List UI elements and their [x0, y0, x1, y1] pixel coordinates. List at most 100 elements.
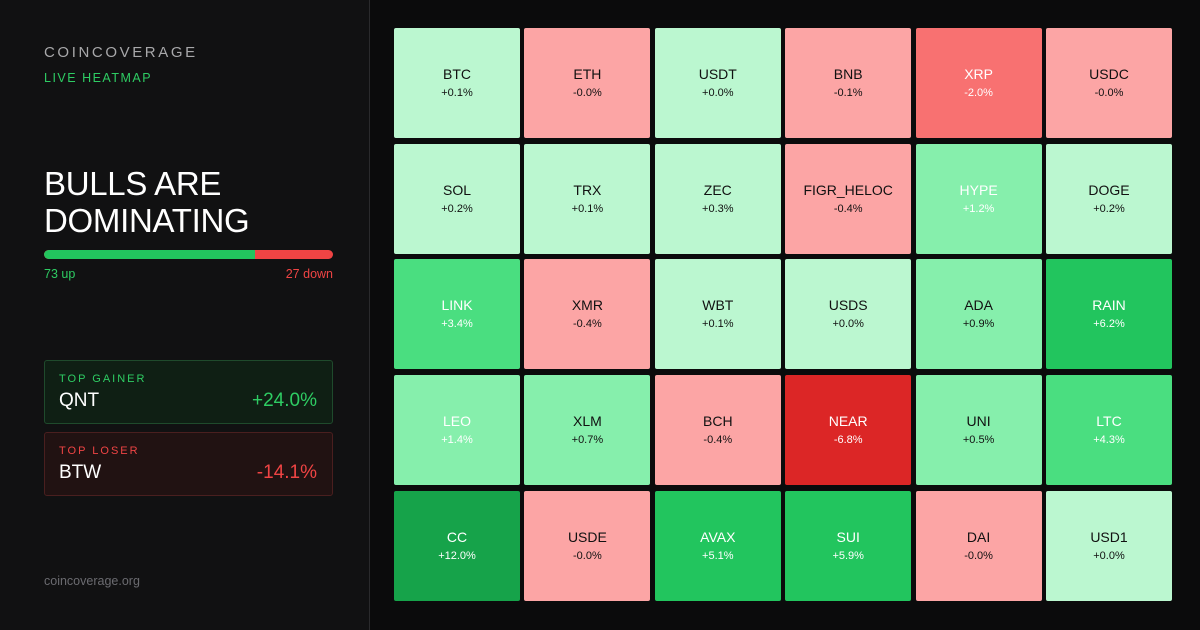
tile-symbol: RAIN	[1092, 297, 1126, 314]
heatmap-tile-ltc[interactable]: LTC +4.3%	[1046, 375, 1172, 486]
top-loser-card[interactable]: TOP LOSER BTW -14.1%	[44, 432, 333, 496]
tile-change: +0.2%	[441, 202, 473, 215]
tile-symbol: USDS	[828, 297, 868, 314]
top-gainer-symbol: QNT	[59, 390, 100, 411]
heatmap-tile-avax[interactable]: AVAX +5.1%	[654, 490, 781, 601]
heatmap-tile-leo[interactable]: LEO +1.4%	[394, 375, 520, 486]
tile-symbol: BNB	[833, 66, 863, 82]
heatmap-tile-bnb[interactable]: BNB -0.1%	[785, 28, 912, 138]
tile-change: +0.0%	[1093, 549, 1125, 562]
tile-symbol: USDT	[698, 66, 737, 82]
heatmap-tile-uni[interactable]: UNI +0.5%	[915, 375, 1042, 486]
tile-symbol: UNI	[966, 413, 991, 430]
tile-symbol: HYPE	[959, 181, 998, 198]
top-loser-symbol: BTW	[59, 462, 102, 483]
tile-change: -0.0%	[573, 87, 602, 99]
tile-change: -0.0%	[964, 549, 993, 562]
tile-symbol: DOGE	[1088, 181, 1130, 198]
tile-symbol: XLM	[572, 413, 602, 430]
heatmap-tile-link[interactable]: LINK +3.4%	[394, 259, 520, 370]
tile-change: -6.8%	[833, 434, 863, 447]
heatmap-tile-cc[interactable]: CC +12.0%	[394, 490, 520, 601]
heatmap-tile-hype[interactable]: HYPE +1.2%	[915, 143, 1042, 254]
heatmap-tile-bch[interactable]: BCH -0.4%	[654, 375, 781, 486]
heatmap-tile-usde[interactable]: USDE -0.0%	[524, 490, 651, 601]
tile-symbol: CC	[446, 528, 468, 545]
heatmap-tile-rain[interactable]: RAIN +6.2%	[1046, 259, 1172, 370]
page-subtitle: LIVE HEATMAP	[44, 71, 153, 85]
tile-change: -0.0%	[573, 549, 602, 562]
top-gainer-change: +24.0%	[252, 390, 317, 411]
heatmap-tile-trx[interactable]: TRX +0.1%	[524, 143, 651, 254]
tile-change: +0.9%	[962, 318, 995, 331]
tile-symbol: USD1	[1090, 528, 1128, 545]
tile-symbol: ADA	[964, 297, 993, 314]
heatmap-tile-btc[interactable]: BTC +0.1%	[394, 28, 520, 138]
tile-change: +6.2%	[1093, 318, 1125, 331]
tile-symbol: SOL	[442, 181, 471, 198]
tile-symbol: LEO	[442, 413, 471, 430]
brand-name: COINCOVERAGE	[44, 44, 198, 61]
heatmap-tile-figr-heloc[interactable]: FIGR_HELOC -0.4%	[785, 143, 912, 254]
tile-symbol: ZEC	[703, 181, 732, 198]
tile-symbol: WBT	[702, 297, 734, 314]
heatmap-tile-eth[interactable]: ETH -0.0%	[524, 28, 651, 138]
tile-change: +1.4%	[441, 434, 473, 447]
tile-change: +1.2%	[962, 202, 995, 215]
tile-symbol: BCH	[703, 413, 733, 430]
footer-domain: coincoverage.org	[44, 574, 140, 588]
tile-change: +0.1%	[571, 202, 604, 215]
top-loser-label: TOP LOSER	[59, 445, 140, 457]
tile-change: -0.1%	[833, 87, 863, 99]
tile-symbol: LINK	[441, 297, 473, 314]
heatmap-tile-usds[interactable]: USDS +0.0%	[785, 259, 912, 370]
heatmap-tile-doge[interactable]: DOGE +0.2%	[1046, 143, 1172, 254]
tile-change: +3.4%	[441, 318, 473, 331]
tile-change: +5.1%	[702, 549, 734, 562]
tile-symbol: DAI	[966, 528, 991, 545]
tile-symbol: USDC	[1089, 66, 1129, 82]
heatmap-tile-xmr[interactable]: XMR -0.4%	[524, 259, 651, 370]
tile-change: +0.5%	[962, 434, 995, 447]
tile-change: +12.0%	[438, 549, 476, 562]
up-count: 73 up	[44, 267, 76, 281]
heatmap-tile-ada[interactable]: ADA +0.9%	[915, 259, 1042, 370]
heatmap-tile-dai[interactable]: DAI -0.0%	[915, 490, 1042, 601]
tile-change: -0.4%	[573, 318, 602, 331]
sidebar-panel: COINCOVERAGE LIVE HEATMAP BULLS ARE DOMI…	[0, 0, 370, 630]
tile-change: +0.0%	[702, 87, 734, 99]
tile-symbol: XMR	[571, 297, 603, 314]
breadth-bar	[44, 250, 333, 259]
tile-change: -0.4%	[833, 202, 863, 215]
heatmap-tile-usdt[interactable]: USDT +0.0%	[654, 28, 781, 138]
breadth-bar-up-fill	[44, 250, 255, 259]
market-headline: BULLS ARE DOMINATING	[44, 165, 250, 239]
heatmap-tile-xrp[interactable]: XRP -2.0%	[915, 28, 1042, 138]
heatmap-tile-near[interactable]: NEAR -6.8%	[785, 375, 912, 486]
tile-change: -0.0%	[1094, 87, 1124, 99]
heatmap-tile-zec[interactable]: ZEC +0.3%	[654, 143, 781, 254]
tile-change: -0.4%	[703, 434, 733, 447]
heatmap-tile-sui[interactable]: SUI +5.9%	[785, 490, 912, 601]
tile-change: +0.1%	[702, 318, 734, 331]
tile-change: +0.0%	[832, 318, 864, 331]
tile-symbol: FIGR_HELOC	[803, 181, 893, 198]
tile-change: +0.2%	[1093, 202, 1125, 215]
tile-change: +0.3%	[702, 202, 734, 215]
heatmap-tile-wbt[interactable]: WBT +0.1%	[654, 259, 781, 370]
tile-symbol: SUI	[836, 528, 860, 545]
heatmap-tile-sol[interactable]: SOL +0.2%	[394, 143, 520, 254]
tile-symbol: BTC	[443, 66, 471, 82]
heatmap-tile-usdc[interactable]: USDC -0.0%	[1046, 28, 1172, 138]
heatmap-tile-xlm[interactable]: XLM +0.7%	[524, 375, 651, 486]
down-count: 27 down	[285, 267, 333, 281]
tile-symbol: TRX	[573, 181, 602, 198]
top-gainer-card[interactable]: TOP GAINER QNT +24.0%	[44, 360, 333, 424]
tile-change: +0.7%	[571, 434, 604, 447]
top-gainer-label: TOP GAINER	[59, 373, 147, 385]
tile-symbol: USDE	[567, 528, 607, 545]
heatmap-tile-usd1[interactable]: USD1 +0.0%	[1046, 490, 1172, 601]
tile-symbol: NEAR	[828, 413, 868, 430]
heatmap-grid: BTC +0.1% ETH -0.0% USDT +0.0% BNB -0.1% XRP -2.0…	[394, 28, 1172, 602]
tile-symbol: ETH	[573, 66, 602, 82]
